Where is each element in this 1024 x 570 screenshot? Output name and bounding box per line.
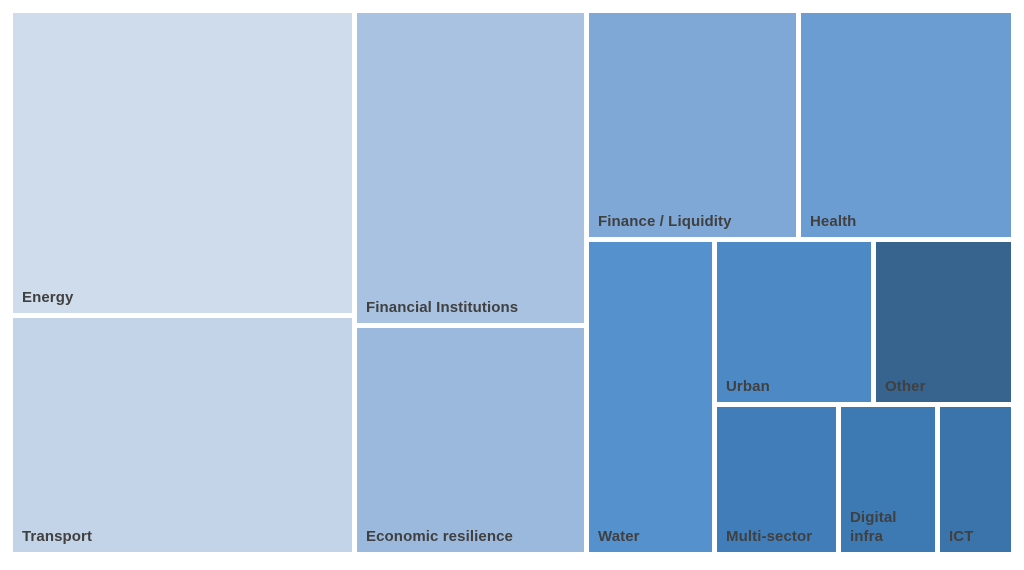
tile-label-financial-institutions: Financial Institutions xyxy=(366,298,519,316)
treemap-tile-health: Health xyxy=(801,13,1011,237)
tile-label-digital-infra: Digital infra xyxy=(850,509,897,545)
tile-label-health: Health xyxy=(810,212,857,230)
treemap-tile-other: Other xyxy=(876,242,1011,402)
tile-label-finance-liquidity: Finance / Liquidity xyxy=(598,212,732,230)
treemap-tile-transport: Transport xyxy=(13,318,352,552)
treemap-tile-financial-institutions: Financial Institutions xyxy=(357,13,584,323)
tile-label-multi-sector: Multi-sector xyxy=(726,527,813,545)
treemap-tile-economic-resilience: Economic resilience xyxy=(357,328,584,552)
treemap-tile-water: Water xyxy=(589,242,712,552)
treemap-tile-energy: Energy xyxy=(13,13,352,313)
tile-label-water: Water xyxy=(598,527,640,545)
tile-label-ict: ICT xyxy=(949,527,974,545)
treemap-tile-urban: Urban xyxy=(717,242,871,402)
tile-label-other: Other xyxy=(885,377,926,395)
tile-label-energy: Energy xyxy=(22,288,74,306)
treemap-tile-ict: ICT xyxy=(940,407,1011,552)
treemap-tile-finance-liquidity: Finance / Liquidity xyxy=(589,13,796,237)
tile-label-transport: Transport xyxy=(22,527,93,545)
treemap-tile-digital-infra: Digital infra xyxy=(841,407,935,552)
tile-label-economic-resilience: Economic resilience xyxy=(366,527,513,545)
treemap-tile-multi-sector: Multi-sector xyxy=(717,407,836,552)
tile-label-urban: Urban xyxy=(726,377,770,395)
